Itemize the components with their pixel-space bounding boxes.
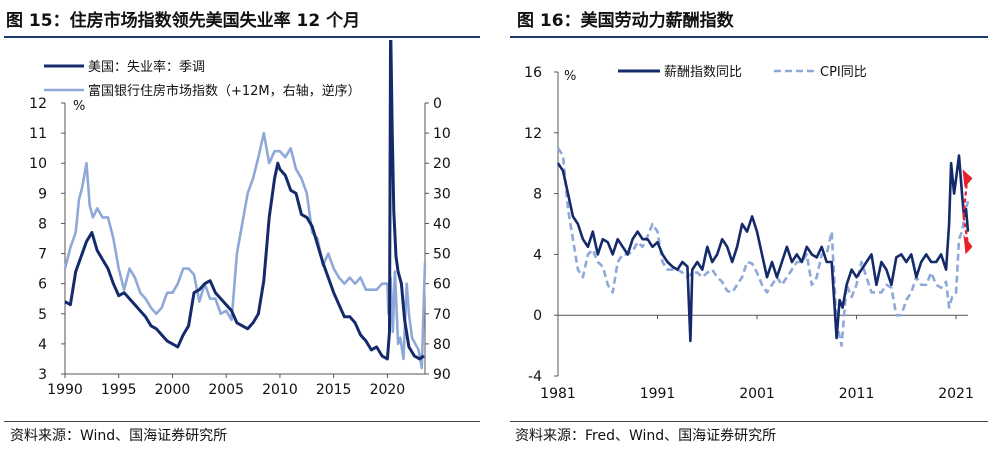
x-tick-label: 2010: [262, 382, 298, 398]
y-tick-label: -4: [528, 369, 542, 385]
unit-label: %: [73, 99, 85, 114]
y-tick-label: 10: [29, 156, 47, 172]
x-tick-label: 1995: [101, 382, 137, 398]
series-line-housing-index: [63, 131, 427, 370]
y2-tick-label: 80: [433, 337, 451, 353]
left-figure-title: 图 15：住房市场指数领先美国失业率 12 个月: [6, 11, 361, 31]
y2-tick-label: 60: [433, 277, 451, 293]
x-tick-label: 2005: [208, 382, 244, 398]
x-tick-label: 1981: [540, 386, 576, 402]
y-tick-label: 8: [38, 216, 47, 232]
x-tick-label: 2015: [316, 382, 352, 398]
x-tick-label: 1991: [640, 386, 676, 402]
y2-tick-label: 30: [433, 186, 451, 202]
left-source-note: 资料来源：Wind、国海证券研究所: [10, 428, 228, 444]
legend-label: 薪酬指数同比: [664, 65, 742, 80]
right-source-note: 资料来源：Fred、Wind、国海证券研究所: [515, 428, 777, 444]
y-tick-label: 3: [38, 367, 47, 383]
unit-label: %: [564, 69, 576, 84]
y2-tick-label: 70: [433, 307, 451, 323]
y2-tick-label: 40: [433, 216, 451, 232]
left-title-rule: [4, 36, 480, 38]
y-tick-label: 6: [38, 277, 47, 293]
annotation-arrowhead-up: [962, 169, 973, 188]
y2-tick-label: 20: [433, 156, 451, 172]
x-tick-label: 2000: [155, 382, 191, 398]
right-title-rule: [510, 36, 988, 38]
y2-tick-label: 50: [433, 247, 451, 263]
left-source-rule: [4, 421, 480, 422]
x-tick-label: 2021: [938, 386, 974, 402]
x-tick-label: 2001: [739, 386, 775, 402]
x-tick-label: 1990: [47, 382, 83, 398]
y-tick-label: 0: [533, 308, 542, 324]
series-line-unemployment: [64, 40, 425, 361]
y2-tick-label: 0: [433, 96, 442, 112]
y-tick-label: 12: [524, 126, 542, 142]
y-tick-label: 11: [29, 126, 47, 142]
y-tick-label: 4: [533, 247, 542, 263]
y-tick-label: 5: [38, 307, 47, 323]
y-tick-label: 9: [38, 186, 47, 202]
right-figure-title: 图 16：美国劳动力薪酬指数: [517, 11, 734, 31]
legend-label: 美国：失业率：季调: [88, 59, 205, 75]
y2-tick-label: 90: [433, 367, 451, 383]
right-source-rule: [510, 421, 988, 422]
y-tick-label: 4: [38, 337, 47, 353]
x-tick-label: 2020: [370, 382, 406, 398]
annotation-arrowhead-down: [963, 234, 973, 255]
y-tick-label: 8: [533, 187, 542, 203]
x-tick-label: 2011: [839, 386, 875, 402]
series-line-compensation: [556, 154, 970, 343]
series-line-cpi: [556, 147, 970, 347]
y-tick-label: 16: [524, 65, 542, 81]
y-tick-label: 7: [38, 247, 47, 263]
legend-label: CPI同比: [820, 65, 867, 80]
y2-tick-label: 10: [433, 126, 451, 142]
legend-label: 富国银行住房市场指数（+12M，右轴，逆序）: [88, 83, 361, 99]
y-tick-label: 12: [29, 96, 47, 112]
